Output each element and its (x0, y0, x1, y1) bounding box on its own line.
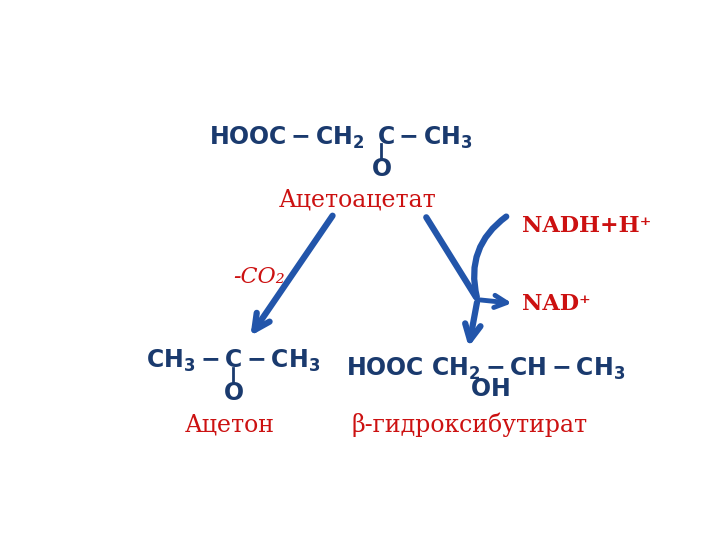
Text: Ацетон: Ацетон (184, 414, 274, 437)
Text: $\mathbf{CH_3-C-CH_3}$: $\mathbf{CH_3-C-CH_3}$ (146, 348, 320, 374)
Text: -CO₂: -CO₂ (233, 266, 285, 287)
Text: $\mathbf{HOOC-CH_2}$: $\mathbf{HOOC-CH_2}$ (210, 125, 365, 151)
Text: NADH+H⁺: NADH+H⁺ (523, 215, 652, 238)
Text: $\mathbf{HOOC}$: $\mathbf{HOOC}$ (346, 357, 423, 381)
Text: β-гидроксибутират: β-гидроксибутират (351, 413, 588, 437)
Text: NAD⁺: NAD⁺ (523, 293, 591, 314)
Text: Ацетоацетат: Ацетоацетат (279, 188, 436, 211)
Text: $\mathbf{C-CH_3}$: $\mathbf{C-CH_3}$ (377, 125, 472, 151)
Text: $\mathbf{O}$: $\mathbf{O}$ (223, 382, 244, 405)
Text: $\mathbf{CH_2-CH-CH_3}$: $\mathbf{CH_2-CH-CH_3}$ (431, 356, 625, 382)
Text: $\mathbf{O}$: $\mathbf{O}$ (371, 158, 392, 181)
Text: $\mathbf{OH}$: $\mathbf{OH}$ (470, 378, 510, 401)
